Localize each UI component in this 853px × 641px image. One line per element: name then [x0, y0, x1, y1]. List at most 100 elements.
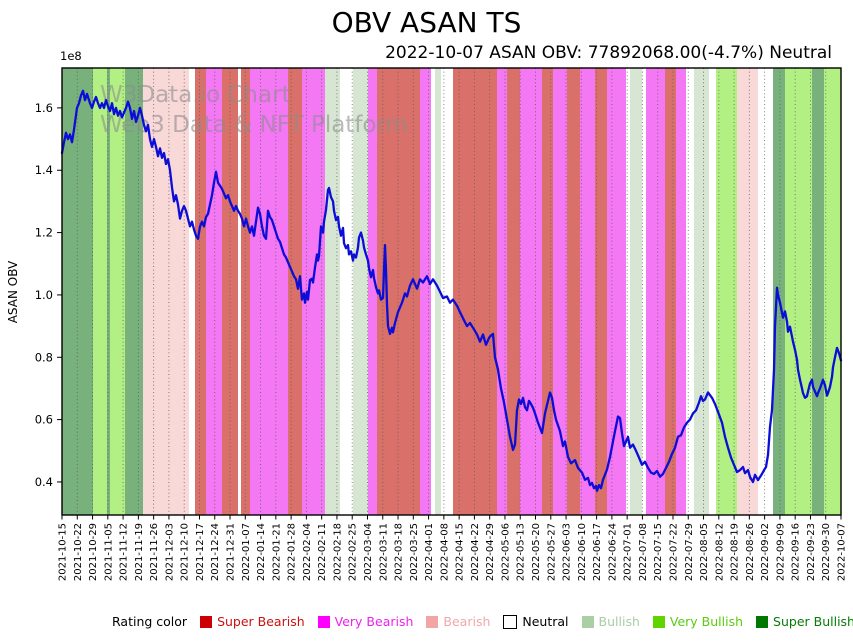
x-tick-label: 2021-11-05	[103, 523, 114, 581]
x-tick-label: 2022-05-27	[546, 523, 557, 581]
legend-entry-bullish: Bullish	[581, 614, 640, 629]
rating-band-super-bearish	[542, 68, 553, 515]
obv-line	[60, 89, 843, 492]
rating-band-neutral	[431, 68, 435, 515]
x-tick-label: 2022-07-22	[668, 523, 679, 581]
x-tick-label: 2022-03-18	[394, 523, 405, 581]
x-tick-label: 2022-01-21	[271, 523, 282, 581]
legend-swatch-bearish	[426, 615, 439, 628]
x-tick-label: 2022-04-22	[470, 523, 481, 581]
legend-entry-bearish: Bearish	[426, 614, 490, 629]
x-tick-label: 2022-08-12	[714, 523, 725, 581]
rating-band-neutral	[642, 68, 646, 515]
rating-band-neutral	[238, 68, 241, 515]
rating-band-very-bullish	[824, 68, 841, 515]
legend-swatch-super-bearish	[200, 615, 213, 628]
x-tick-label: 2022-06-03	[562, 523, 573, 581]
rating-band-very-bullish	[93, 68, 107, 515]
x-tick-label: 2022-07-29	[684, 523, 695, 581]
rating-band-very-bearish	[676, 68, 686, 515]
y-axis-ticks: 0.4 0.6 0.8 1.0 1.2 1.4 1.6	[35, 101, 62, 489]
x-tick-label: 2022-07-08	[638, 523, 649, 581]
rating-band-very-bearish	[302, 68, 325, 515]
rating-band-very-bearish	[607, 68, 626, 515]
y-tick-label: 0.4	[35, 475, 53, 489]
rating-band-super-bullish	[773, 68, 785, 515]
rating-legend: Rating color Super Bearish Very Bearish Be…	[112, 614, 853, 629]
legend-swatch-super-bullish	[756, 615, 769, 628]
rating-bands	[62, 68, 841, 515]
legend-label-very-bearish: Very Bearish	[334, 614, 414, 629]
rating-band-very-bearish	[420, 68, 431, 515]
x-tick-label: 2022-06-24	[607, 523, 618, 581]
x-tick-label: 2022-05-06	[500, 523, 511, 581]
rating-band-neutral	[189, 68, 195, 515]
x-tick-label: 2021-12-10	[180, 523, 191, 581]
rating-band-neutral	[709, 68, 716, 515]
x-tick-label: 2021-10-15	[58, 523, 69, 581]
x-tick-label: 2021-10-22	[73, 523, 84, 581]
y-tick-label: 1.6	[35, 101, 53, 115]
rating-band-super-bearish	[195, 68, 206, 515]
y-axis-offset-label: 1e8	[60, 49, 82, 63]
x-tick-label: 2021-11-12	[119, 523, 130, 581]
rating-band-neutral	[758, 68, 773, 515]
legend-entry-very-bullish: Very Bullish	[652, 614, 743, 629]
rating-band-very-bullish	[110, 68, 125, 515]
x-tick-label: 2022-06-10	[577, 523, 588, 581]
legend-swatch-bullish	[581, 615, 594, 628]
x-tick-label: 2022-08-19	[730, 523, 741, 581]
rating-band-neutral	[686, 68, 694, 515]
plot-frame	[61, 67, 842, 516]
y-tick-label: 1.4	[35, 163, 53, 177]
rating-band-bullish	[435, 68, 441, 515]
legend-label-bearish: Bearish	[443, 614, 491, 629]
chart-title: OBV ASAN TS	[331, 6, 522, 39]
x-tick-label: 2022-05-13	[516, 523, 527, 581]
legend-label-bullish: Bullish	[598, 614, 640, 629]
rating-band-super-bearish	[453, 68, 497, 515]
y-tick-label: 1.0	[35, 288, 53, 302]
chart-subtitle: 2022-10-07 ASAN OBV: 77892068.00(-4.7%) …	[385, 43, 832, 63]
x-tick-label: 2021-10-29	[88, 523, 99, 581]
legend-title: Rating color	[112, 614, 188, 629]
x-tick-label: 2022-01-28	[287, 523, 298, 581]
x-tick-label: 2021-12-03	[164, 523, 175, 581]
x-tick-label: 2022-10-07	[837, 523, 848, 581]
rating-band-very-bearish	[646, 68, 665, 515]
x-tick-label: 2022-04-01	[424, 523, 435, 581]
x-tick-label: 2022-03-04	[363, 523, 374, 581]
y-tick-label: 0.6	[35, 413, 53, 427]
legend-swatch-very-bullish	[652, 615, 665, 628]
x-tick-label: 2022-09-30	[821, 523, 832, 581]
rating-band-super-bearish	[665, 68, 676, 515]
x-tick-label: 2022-07-15	[653, 523, 664, 581]
x-tick-label: 2022-03-25	[409, 523, 420, 581]
x-tick-label: 2021-12-31	[226, 523, 237, 581]
x-tick-label: 2022-08-05	[699, 523, 710, 581]
legend-entry-neutral: Neutral	[503, 614, 569, 629]
legend-swatch-very-bearish	[317, 615, 330, 628]
legend-entry-super-bullish: Super Bullish	[756, 614, 853, 629]
x-tick-label: 2022-09-02	[760, 523, 771, 581]
rating-band-very-bearish	[368, 68, 377, 515]
rating-band-super-bearish	[507, 68, 520, 515]
obv-line-series	[60, 89, 843, 492]
y-tick-label: 1.2	[35, 226, 53, 240]
legend-swatch-neutral	[503, 614, 518, 629]
rating-band-super-bearish	[595, 68, 607, 515]
rating-band-bearish	[737, 68, 758, 515]
x-tick-label: 2022-04-29	[485, 523, 496, 581]
legend-label-super-bullish: Super Bullish	[773, 614, 853, 629]
legend-label-super-bearish: Super Bearish	[217, 614, 305, 629]
gridlines	[61, 68, 842, 515]
legend-entry-very-bearish: Very Bearish	[317, 614, 414, 629]
rating-band-very-bearish	[497, 68, 507, 515]
x-tick-label: 2022-09-23	[806, 523, 817, 581]
rating-band-very-bearish	[520, 68, 542, 515]
rating-band-super-bullish	[812, 68, 824, 515]
x-tick-label: 2022-02-25	[348, 523, 359, 581]
x-tick-label: 2022-07-01	[623, 523, 634, 581]
rating-band-very-bearish	[580, 68, 595, 515]
